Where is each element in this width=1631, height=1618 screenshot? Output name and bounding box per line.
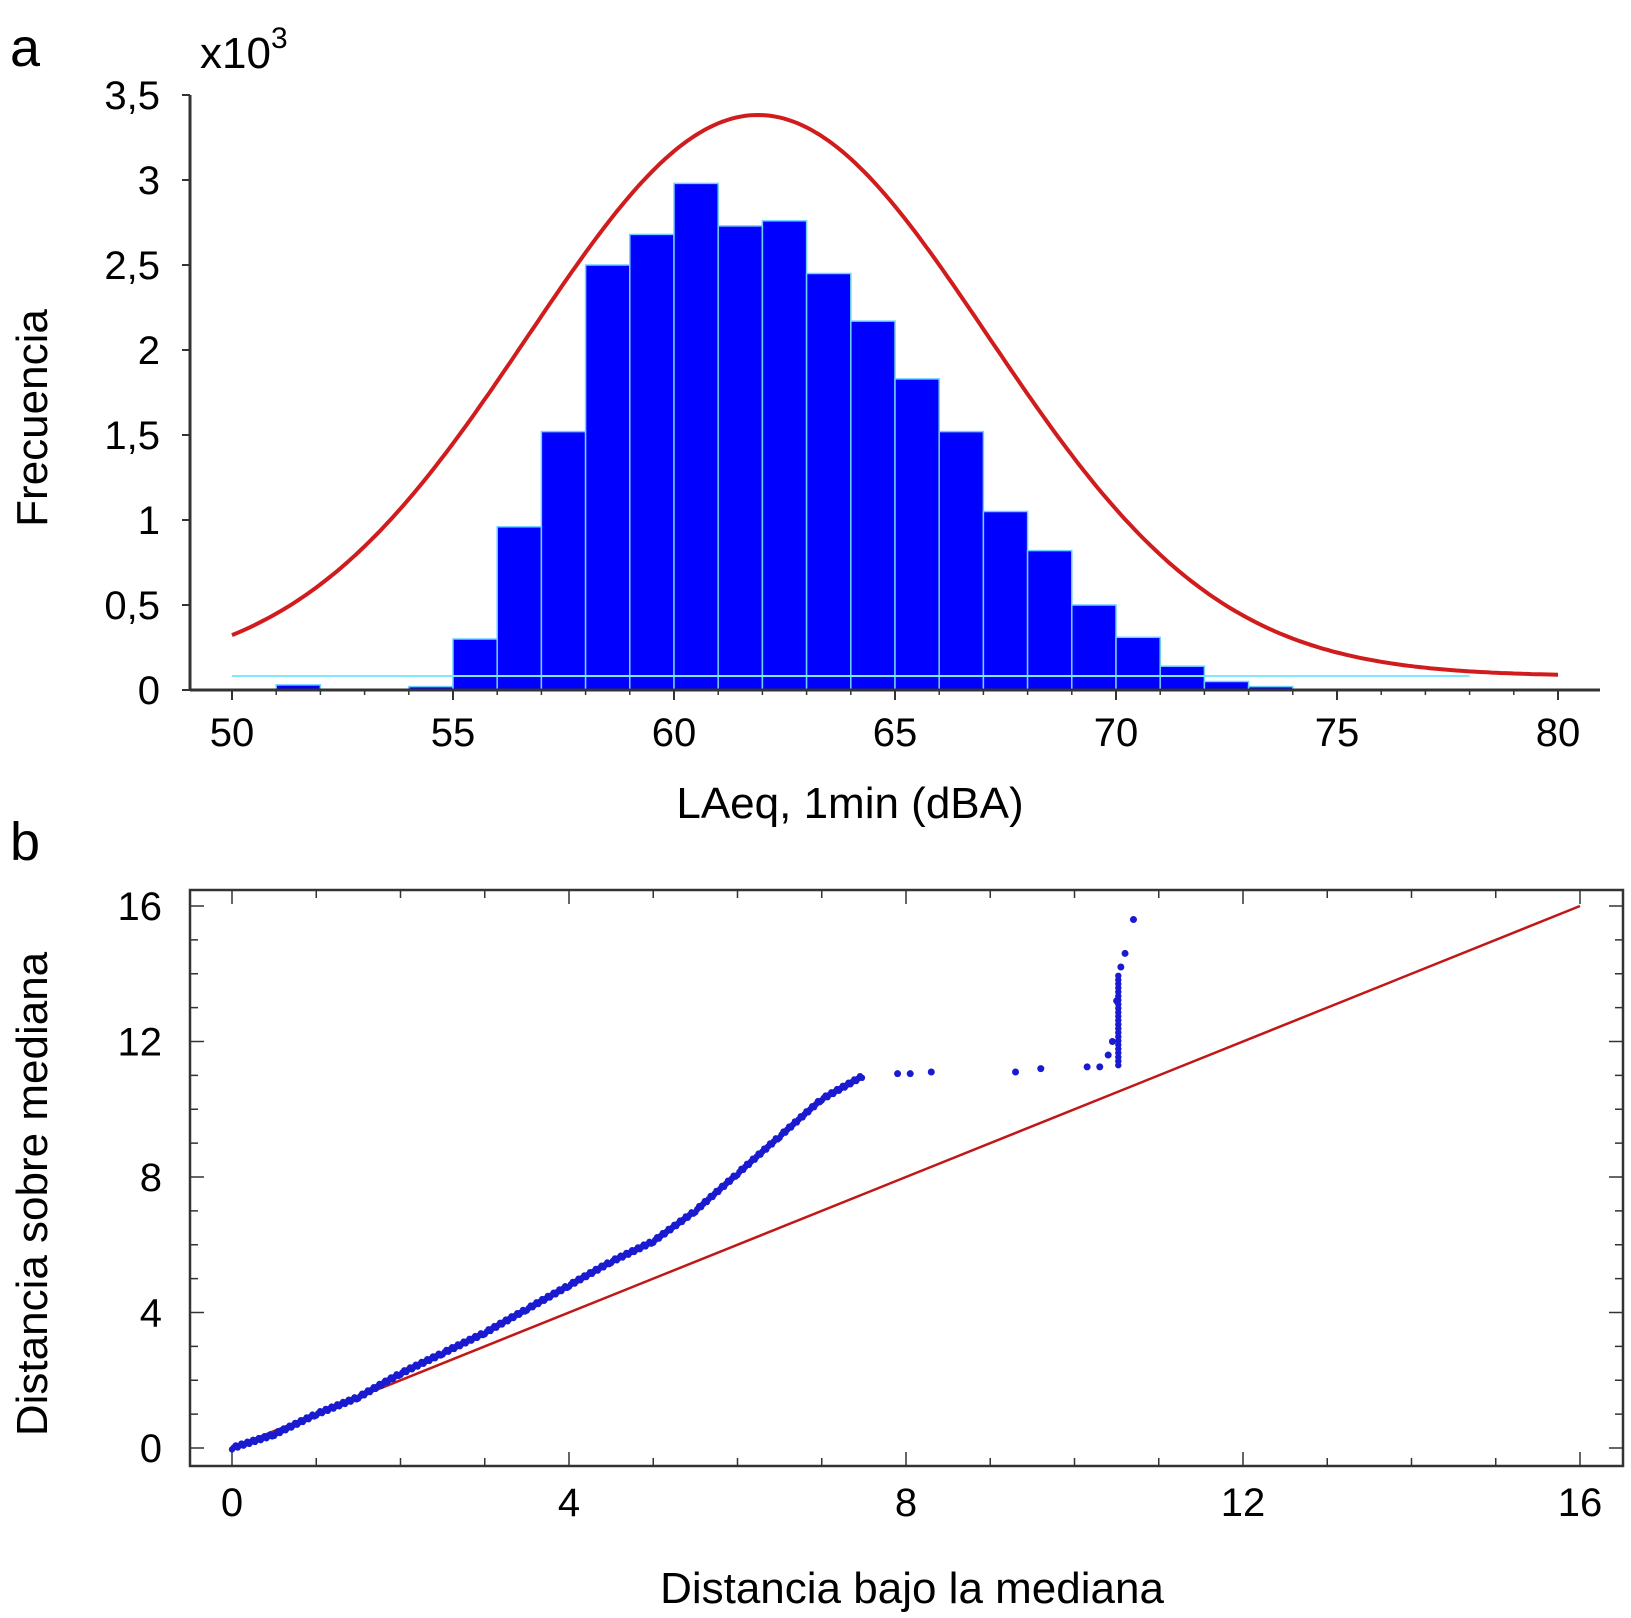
data-point (1121, 949, 1129, 957)
histogram-bar (761, 220, 808, 691)
data-point (906, 1070, 914, 1078)
y-tick-label-a: 3,5 (104, 74, 160, 118)
x-tick-label-b: 16 (1558, 1481, 1603, 1525)
y-tick-label-a: 3 (138, 159, 160, 203)
panel-a: a x103 Frecuencia LAeq, 1min (dBA) 50 55 6… (8, 18, 1600, 828)
histogram-bar (540, 430, 587, 691)
x-axis-label-a: LAeq, 1min (dBA) (676, 779, 1023, 828)
histogram-bar (805, 272, 852, 691)
data-point (1115, 972, 1122, 979)
histogram-plot: 50 55 60 65 70 75 80 0 0,5 1 1,5 2 2,5 3 3,5 (104, 74, 1600, 755)
panel-a-label: a (10, 18, 41, 78)
histogram-bar (629, 233, 675, 691)
y-tick-label-b: 8 (140, 1156, 162, 1200)
x-tick-label-a: 50 (210, 711, 255, 755)
y-multiplier-exponent: 3 (271, 22, 288, 55)
histogram-bar (673, 182, 719, 691)
data-point (1012, 1068, 1020, 1076)
histogram-bar (894, 378, 940, 691)
histogram-bar (1026, 549, 1073, 691)
y-tick-label-b: 4 (140, 1292, 162, 1336)
y-tick-label-a: 2 (138, 329, 160, 373)
symmetry-plot: 0 4 8 12 16 0 4 8 12 16 (118, 885, 1625, 1525)
y-multiplier-label: x103 (200, 22, 288, 78)
x-tick-label-a: 60 (652, 711, 697, 755)
y-tick-label-b: 12 (118, 1021, 163, 1065)
x-axis-label-b: Distancia bajo la mediana (660, 1564, 1164, 1613)
normal-fit-curve (231, 112, 1559, 677)
histogram-bar (717, 225, 764, 691)
x-tick-label-a: 80 (1536, 711, 1581, 755)
data-point (1129, 916, 1137, 924)
data-point (894, 1070, 902, 1078)
x-tick-label-a: 55 (431, 711, 476, 755)
data-point (1037, 1065, 1045, 1073)
y-tick-label-b: 0 (140, 1427, 162, 1471)
x-tick-label-b: 0 (221, 1481, 243, 1525)
histogram-bar (452, 638, 498, 691)
histogram-bar (938, 430, 985, 691)
y-tick-label-a: 2,5 (104, 244, 160, 288)
y-tick-label-a: 0 (138, 669, 160, 713)
y-axis-label-a: Frecuencia (8, 309, 57, 527)
y-tick-label-a: 1,5 (104, 414, 160, 458)
x-tick-label-a: 75 (1315, 711, 1360, 755)
data-point (1083, 1063, 1091, 1071)
x-tick-label-b: 8 (895, 1481, 917, 1525)
histogram-bar (1071, 604, 1117, 691)
histogram-bar (584, 264, 631, 691)
data-point (1108, 1038, 1116, 1045)
panel-b: b Distancia sobre mediana Distancia bajo… (8, 812, 1625, 1613)
histogram-bar (1159, 665, 1206, 691)
data-point (1096, 1063, 1104, 1071)
y-tick-label-a: 0,5 (104, 584, 160, 628)
x-tick-label-a: 65 (873, 711, 918, 755)
histogram-bar (982, 510, 1029, 691)
reference-line (231, 904, 1581, 1450)
y-axis-label-b: Distancia sobre mediana (8, 951, 57, 1436)
y-tick-label-a: 1 (138, 499, 160, 543)
y-multiplier-base: x10 (200, 29, 271, 78)
data-point (858, 1074, 866, 1082)
panel-b-label: b (10, 812, 40, 872)
data-point (1104, 1051, 1112, 1059)
data-point (927, 1068, 935, 1076)
histogram-bar (850, 320, 896, 691)
histogram-bar (496, 526, 543, 691)
histogram-bar (1115, 636, 1161, 691)
x-tick-label-a: 70 (1094, 711, 1139, 755)
x-tick-label-b: 12 (1221, 1481, 1266, 1525)
x-tick-label-b: 4 (558, 1481, 580, 1525)
data-point (1117, 963, 1125, 971)
y-tick-label-b: 16 (118, 885, 163, 929)
